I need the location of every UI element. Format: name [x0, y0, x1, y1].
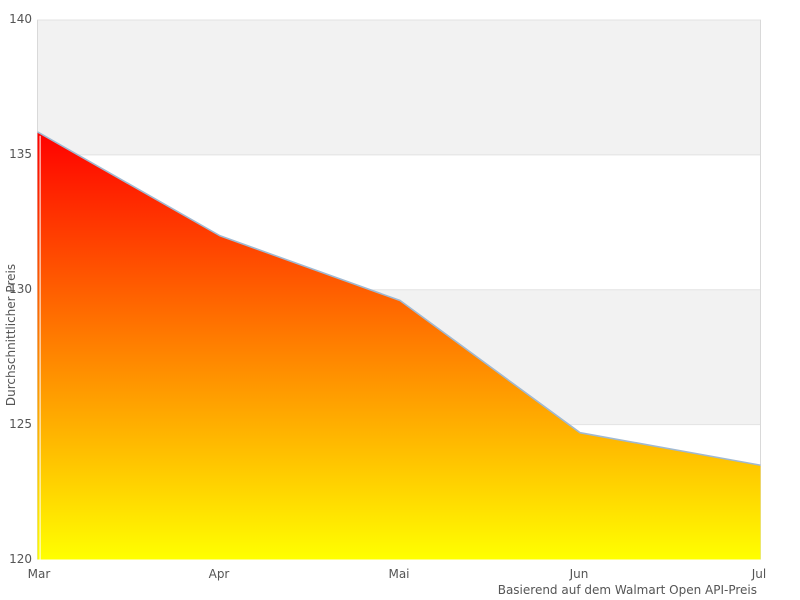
x-tick-label: Apr — [208, 567, 230, 581]
y-tick-label: 125 — [9, 416, 32, 431]
area-series-line — [37, 131, 761, 466]
y-tick-label: 140 — [9, 12, 32, 26]
area-series-fill — [37, 131, 761, 560]
x-tick-label: Jul — [751, 567, 767, 581]
x-tick-label: Jun — [569, 567, 589, 581]
y-tick-label: 135 — [9, 146, 32, 161]
area-left-edge-gap — [39, 135, 41, 560]
y-tick-label: 130 — [9, 281, 32, 296]
y-tick-label: 120 — [9, 551, 32, 566]
x-axis-caption: Basierend auf dem Walmart Open API-Preis — [497, 583, 757, 597]
x-tick-label: Mar — [27, 567, 51, 581]
y-axis-title: Durchschnittlicher Preis — [4, 263, 18, 407]
grid-band — [37, 19, 761, 156]
x-tick-label: Mai — [388, 567, 410, 581]
